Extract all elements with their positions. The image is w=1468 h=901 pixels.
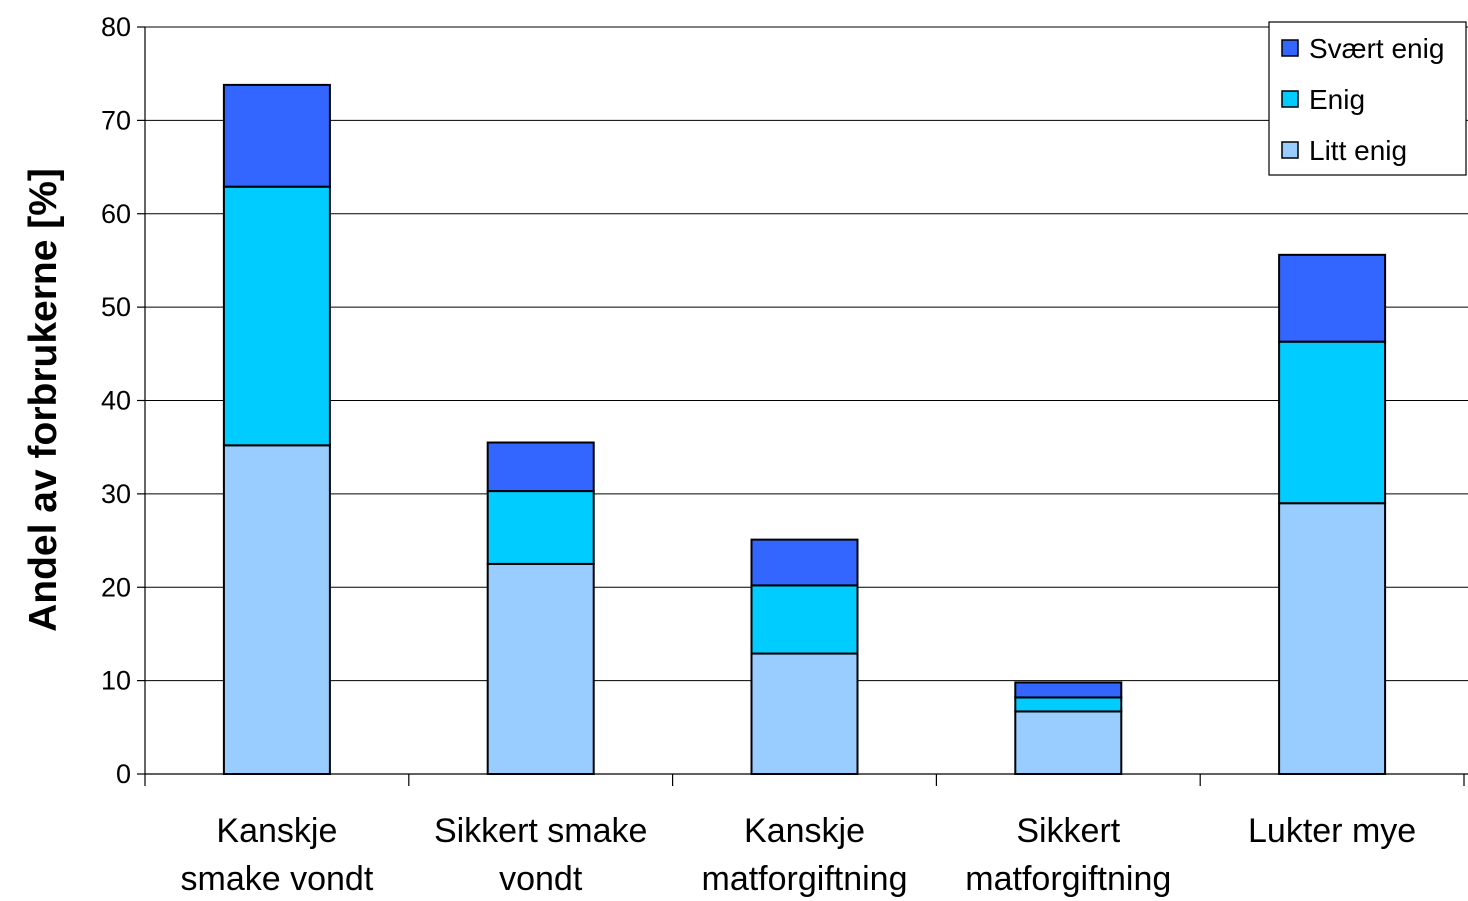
bar-segment-litt-enig	[222, 444, 331, 775]
y-tick-label: 50	[101, 292, 131, 322]
y-tick-label: 70	[101, 105, 131, 135]
bar-segment-svrt-enig	[1278, 253, 1387, 343]
x-category-label: Kanskje	[744, 812, 865, 850]
y-tick-label: 20	[101, 572, 131, 602]
y-tick-label: 80	[101, 12, 131, 42]
legend-swatch	[1281, 39, 1299, 57]
y-tick-label: 10	[101, 666, 131, 696]
bar-segment-enig	[486, 490, 595, 565]
x-category-label: vondt	[499, 860, 583, 898]
bar-segment-svrt-enig	[486, 441, 595, 493]
x-category-label: matforgiftning	[965, 860, 1171, 898]
legend-swatch	[1281, 141, 1299, 159]
x-category-label: Kanskje	[216, 812, 337, 850]
y-tick-label: 0	[116, 759, 131, 789]
legend-label: Litt enig	[1309, 135, 1407, 166]
bar-segment-litt-enig	[1014, 710, 1123, 775]
bar-segment-enig	[1014, 696, 1123, 713]
y-tick-label: 30	[101, 479, 131, 509]
legend: Svært enig Enig Litt enig	[1268, 21, 1467, 176]
legend-box	[1268, 21, 1467, 176]
bar-segment-svrt-enig	[1014, 681, 1123, 699]
bars	[222, 83, 1387, 776]
y-axis-label: Andel av forbrukerne [%]	[22, 168, 65, 632]
x-category-label: Lukter mye	[1248, 812, 1416, 850]
y-tick-label: 60	[101, 199, 131, 229]
bar-segment-enig	[1278, 340, 1387, 505]
gridlines	[145, 26, 1468, 682]
x-category-label: smake vondt	[181, 860, 374, 898]
bar-segment-svrt-enig	[222, 83, 331, 188]
legend-label: Enig	[1309, 84, 1365, 115]
bar-segment-enig	[222, 185, 331, 447]
x-category-label: Sikkert smake	[434, 812, 648, 850]
bar-segment-litt-enig	[486, 562, 595, 775]
bar-segment-litt-enig	[1278, 502, 1387, 775]
bar-segment-litt-enig	[750, 652, 859, 776]
axes: 0 10 20 30 40 50 60 70 80 Kanskje smake vondt Sikke…	[101, 12, 1468, 898]
x-category-label: matforgiftning	[702, 860, 908, 898]
legend-label: Svært enig	[1309, 33, 1444, 64]
legend-swatch	[1281, 90, 1299, 108]
y-tick-label: 40	[101, 386, 131, 416]
x-category-label: Sikkert	[1016, 812, 1120, 850]
bar-segment-enig	[750, 584, 859, 655]
bar-segment-svrt-enig	[750, 538, 859, 587]
